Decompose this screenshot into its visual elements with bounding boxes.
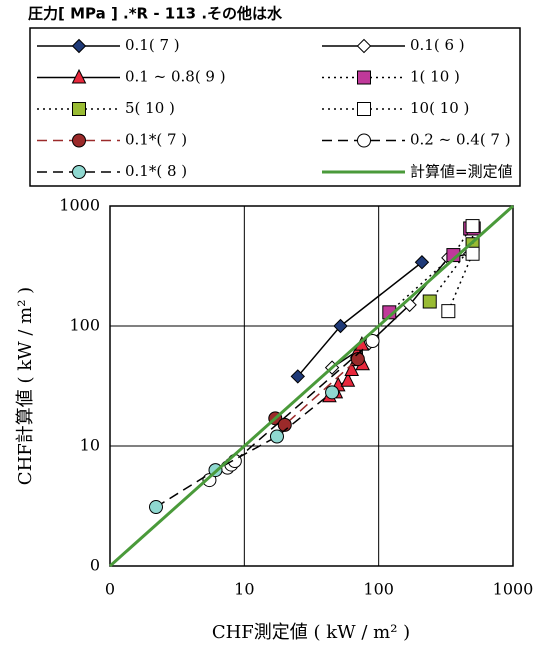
marker (465, 219, 480, 234)
x-tick-label: 1000 (493, 580, 534, 599)
legend-item: 1( 10 ) (322, 68, 460, 86)
legend-label: 0.2 ~ 0.4( 7 ) (410, 131, 511, 149)
marker (72, 133, 86, 148)
series-line (388, 227, 474, 313)
marker (333, 318, 348, 334)
y-tick-label: 0 (90, 556, 100, 575)
marker (414, 255, 430, 270)
legend-label: 5( 10 ) (125, 99, 175, 117)
marker (365, 333, 380, 348)
legend-item: 0.1*( 7 ) (37, 131, 187, 149)
legend-item: 0.1*( 8 ) (37, 162, 187, 180)
marker (72, 102, 86, 116)
series-line (155, 391, 333, 508)
legend-label: 0.1( 6 ) (410, 36, 465, 54)
marker (290, 369, 305, 384)
marker (465, 246, 480, 261)
legend-item: 0.1( 7 ) (37, 36, 180, 54)
legend-label: 0.1 ~ 0.8( 9 ) (125, 68, 226, 86)
legend-item: 0.1( 6 ) (322, 36, 465, 54)
y-axis-label: CHF計算値 ( kW / m² ) (15, 287, 36, 485)
marker (344, 361, 360, 376)
marker (325, 385, 340, 400)
marker (356, 38, 372, 54)
legend-label: 10( 10 ) (410, 99, 469, 117)
marker (71, 38, 87, 54)
marker (357, 102, 371, 116)
marker (357, 70, 371, 85)
marker (71, 68, 87, 84)
legend-label: 0.1*( 7 ) (125, 131, 187, 149)
legend-item: 10( 10 ) (322, 99, 469, 117)
marker (422, 294, 437, 309)
y-tick-label: 10 (80, 436, 100, 455)
marker (357, 133, 371, 148)
marker (72, 165, 86, 179)
marker (148, 500, 163, 515)
reference-line (109, 204, 514, 568)
legend-label: 0.1*( 8 ) (125, 162, 187, 180)
y-tick-label: 1000 (59, 196, 100, 215)
legend-item: 0.1 ~ 0.8( 9 ) (37, 68, 226, 86)
legend-label: 1( 10 ) (410, 68, 460, 86)
x-tick-label: 100 (363, 580, 394, 599)
plot-area (109, 204, 514, 568)
legend-box (29, 27, 521, 187)
marker (269, 429, 284, 444)
marker (350, 352, 365, 367)
x-tick-label: 0 (105, 580, 115, 599)
legend-title: 圧力[ MPa ] .*R - 113 .その他は水 (28, 5, 283, 23)
x-axis-label: CHF測定値 ( kW / m² ) (212, 622, 410, 643)
legend-item: 計算値=測定値 (322, 163, 513, 181)
legend-item: 0.2 ~ 0.4( 7 ) (322, 131, 511, 149)
y-tick-label: 100 (69, 316, 100, 335)
x-tick-label: 10 (234, 580, 254, 599)
marker (340, 372, 356, 387)
legend-label: 0.1( 7 ) (125, 36, 180, 54)
legend-item: 5( 10 ) (37, 99, 175, 117)
marker (441, 304, 456, 319)
legend-label: 計算値=測定値 (410, 163, 513, 181)
